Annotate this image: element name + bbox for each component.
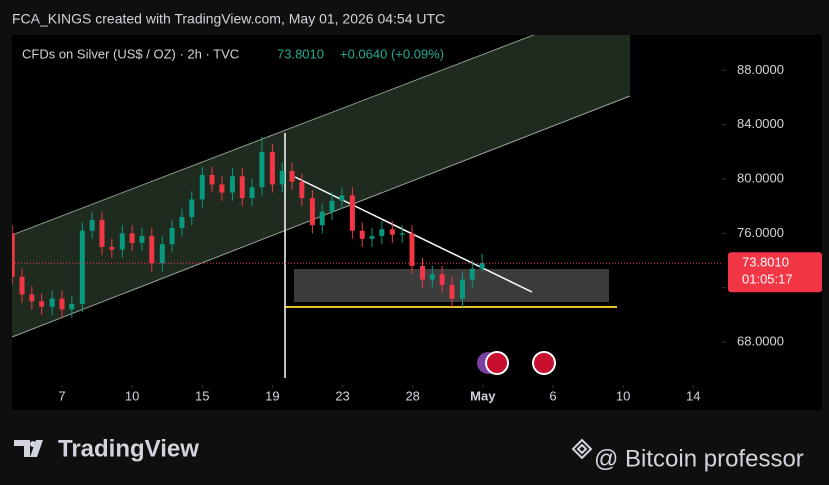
candle-body — [379, 229, 385, 237]
candle-body — [469, 268, 475, 280]
candle-body — [279, 170, 285, 185]
x-tick-label: 15 — [195, 388, 209, 403]
legend-price: 73.8010 — [277, 46, 324, 61]
candle-body — [289, 170, 295, 182]
logo-text: TradingView — [58, 435, 199, 462]
candle-body — [449, 285, 455, 299]
candle-body — [399, 233, 405, 235]
candle-body — [309, 198, 315, 226]
last-price-label: 73.8010 — [742, 255, 789, 270]
event-icons — [477, 351, 556, 375]
candle-body — [239, 176, 245, 199]
candle-body — [59, 298, 65, 310]
candle-body — [479, 263, 485, 269]
candle-body — [329, 200, 335, 212]
candle-body — [129, 233, 135, 243]
change: +0.0640 (+0.09%) — [340, 46, 444, 61]
candle-body — [199, 174, 205, 200]
y-tick-label: 68.0000 — [737, 334, 784, 349]
y-tick-label: 84.0000 — [737, 116, 784, 131]
x-tick-label: 6 — [549, 388, 556, 403]
x-tick-label: 10 — [125, 388, 139, 403]
drawings — [12, 35, 631, 378]
y-tick-label: 80.0000 — [737, 170, 784, 185]
candles — [12, 136, 485, 318]
candle-body — [79, 230, 85, 305]
candle-body — [219, 184, 225, 193]
x-tick-label: 7 — [58, 388, 65, 403]
y-tick-label: 76.0000 — [737, 225, 784, 240]
candle-body — [139, 236, 145, 243]
candle-body — [209, 174, 215, 185]
candle-body — [259, 151, 265, 188]
x-tick-label: May — [470, 388, 496, 403]
candle-body — [459, 279, 465, 299]
candle-body — [49, 298, 55, 307]
logo-mark — [30, 441, 36, 447]
candle-body — [189, 199, 195, 218]
channel-fill — [12, 35, 630, 337]
candle-body — [179, 217, 185, 228]
candle-body — [99, 219, 105, 247]
symbol: CFDs on Silver (US$ / OZ) · 2h · TVC — [22, 46, 239, 61]
tradingview-logo: TradingView — [14, 435, 199, 462]
event-icon — [485, 351, 509, 375]
candle-body — [319, 211, 325, 226]
candle-body — [249, 187, 255, 199]
candle-body — [159, 244, 165, 264]
candle-body — [69, 304, 75, 310]
candle-body — [409, 233, 415, 266]
candle-body — [359, 230, 365, 239]
candle-body — [119, 233, 125, 250]
countdown: 01:05:17 — [742, 272, 793, 287]
x-tick-label: 23 — [335, 388, 349, 403]
candle-body — [439, 274, 445, 285]
last-price-box — [728, 252, 822, 293]
candle-body — [19, 276, 25, 295]
candle-body — [420, 265, 426, 280]
channel-upper — [12, 35, 535, 236]
candle-body — [349, 195, 355, 231]
candle-body — [269, 151, 275, 185]
x-tick-label: 19 — [265, 388, 279, 403]
candle-body — [29, 294, 35, 302]
author: @ Bitcoin professor — [594, 445, 804, 472]
header: FCA_KINGS created with TradingView.com, … — [12, 11, 445, 27]
candle-body — [169, 227, 175, 245]
candle-body — [229, 176, 235, 193]
candle-body — [299, 181, 305, 199]
y-tick-label: 88.0000 — [737, 62, 784, 77]
event-icon — [532, 351, 556, 375]
candle-body — [12, 233, 15, 277]
author-icon — [571, 438, 593, 460]
x-tick-label: 10 — [616, 388, 630, 403]
candle-body — [339, 195, 345, 201]
candle-body — [149, 236, 155, 264]
x-tick-label: 14 — [686, 388, 700, 403]
candle-body — [109, 246, 115, 250]
candle-body — [39, 301, 45, 307]
candle-body — [369, 236, 375, 239]
candle-body — [89, 219, 95, 231]
x-tick-label: 28 — [405, 388, 419, 403]
candle-body — [429, 274, 435, 280]
candle-body — [389, 229, 395, 235]
